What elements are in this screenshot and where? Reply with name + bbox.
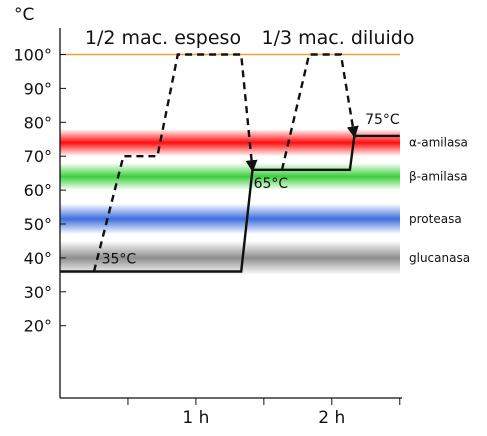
band-amilasa xyxy=(60,162,400,191)
series-1-2-mac-espeso xyxy=(92,53,258,272)
band-label-glucanasa: glucanasa xyxy=(409,251,470,265)
y-tick-label: 20° xyxy=(24,317,52,336)
band-proteasa xyxy=(60,203,400,235)
band-glucanasa xyxy=(60,240,400,275)
band-label-proteasa: proteasa xyxy=(409,212,462,226)
temperature-label: 35°C xyxy=(102,251,137,267)
temperature-label: 65°C xyxy=(254,176,289,192)
y-tick-label: 100° xyxy=(13,46,52,65)
temperature-label: 75°C xyxy=(365,112,400,128)
x-tick-label: 2 h xyxy=(318,408,345,428)
series-label-1-2-mac-espeso: 1/2 mac. espeso xyxy=(85,27,241,49)
y-tick-label: 80° xyxy=(24,113,52,132)
y-tick-label: 60° xyxy=(24,181,52,200)
band-label-amilasa: α-amilasa xyxy=(409,136,468,150)
series-label-1-3-mac-diluido: 1/3 mac. diluido xyxy=(262,27,415,49)
y-axis-unit: °C xyxy=(14,5,34,25)
y-tick-label: 30° xyxy=(24,283,52,302)
y-tick-label: 90° xyxy=(24,79,52,98)
y-tick-label: 40° xyxy=(24,249,52,268)
y-tick-label: 50° xyxy=(24,215,52,234)
x-tick-label: 1 h xyxy=(182,408,209,428)
band-label-amilasa: β-amilasa xyxy=(409,170,468,184)
y-tick-label: 70° xyxy=(24,147,52,166)
band-amilasa xyxy=(60,129,400,157)
series-main-mash xyxy=(60,134,400,273)
series-1-3-mac-diluido xyxy=(280,53,359,171)
